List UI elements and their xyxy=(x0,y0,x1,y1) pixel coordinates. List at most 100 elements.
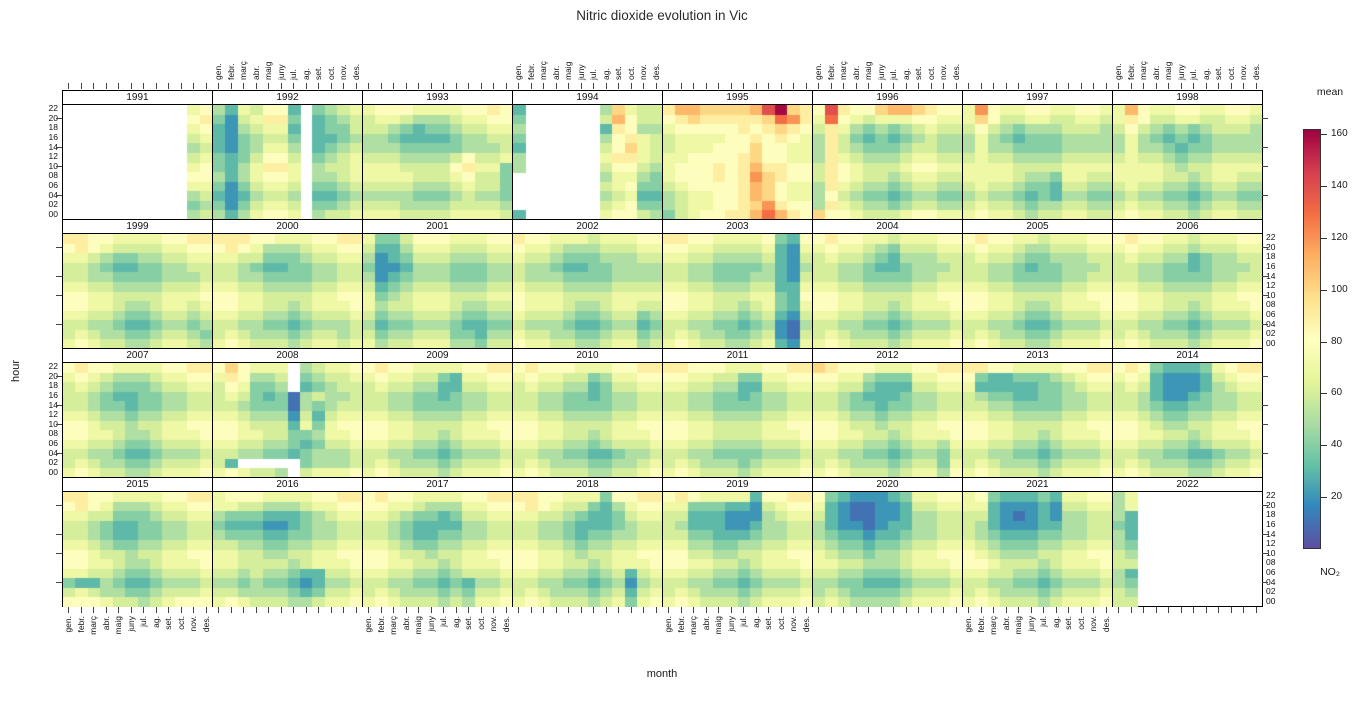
month-tick-bottom xyxy=(1193,607,1195,613)
month-tick-top xyxy=(1105,83,1107,89)
month-label-top: oct. xyxy=(625,66,636,80)
month-tick-top xyxy=(968,83,970,89)
panel-2011: 2011 xyxy=(662,348,813,478)
legend-tick-label: 100 xyxy=(1331,283,1348,295)
hour-label: 08 xyxy=(1266,299,1276,310)
month-tick-bottom xyxy=(255,607,257,613)
hour-tick-right xyxy=(1262,505,1268,507)
hour-tick-left xyxy=(56,534,62,536)
month-tick-top xyxy=(1193,83,1195,89)
month-label-bottom: gen. xyxy=(963,616,974,633)
year-strip-2021: 2021 xyxy=(963,478,1112,492)
hour-label: 22 xyxy=(1266,232,1276,243)
hour-label: 06 xyxy=(48,437,58,448)
month-tick-top xyxy=(1243,83,1245,89)
month-tick-bottom xyxy=(393,607,395,613)
heatmap-2020 xyxy=(813,492,962,607)
month-tick-top xyxy=(68,83,70,89)
panel-2020: 2020 xyxy=(812,477,963,607)
month-tick-top xyxy=(580,83,582,89)
panel-1995: 1995 xyxy=(662,90,813,220)
panel-2007: 2007 xyxy=(62,348,213,478)
month-label-top: maig xyxy=(563,61,574,80)
month-tick-top xyxy=(955,83,957,89)
month-tick-bottom xyxy=(318,607,320,613)
legend-tick xyxy=(1321,445,1327,447)
hour-label: 08 xyxy=(48,428,58,439)
month-tick-top xyxy=(518,83,520,89)
hour-label: 16 xyxy=(48,132,58,143)
month-label-bottom: maig xyxy=(713,616,724,635)
month-tick-top xyxy=(718,83,720,89)
month-tick-top xyxy=(118,83,120,89)
hour-label: 00 xyxy=(1266,337,1276,348)
month-tick-bottom xyxy=(1005,607,1007,613)
year-strip-2022: 2022 xyxy=(1113,478,1262,492)
month-label-bottom: jul. xyxy=(738,616,749,627)
month-tick-top xyxy=(1255,83,1257,89)
panel-2022: 2022 xyxy=(1112,477,1263,607)
month-label-bottom: des. xyxy=(1100,616,1111,633)
month-label-top: jul. xyxy=(288,69,299,80)
month-tick-bottom xyxy=(505,607,507,613)
month-tick-bottom xyxy=(1205,607,1207,613)
month-label-top: febr. xyxy=(225,63,236,80)
month-tick-bottom xyxy=(1055,607,1057,613)
month-label-bottom: febr. xyxy=(75,616,86,633)
month-tick-top xyxy=(655,83,657,89)
month-label-top: jul. xyxy=(588,69,599,80)
hour-tick-right xyxy=(1262,405,1268,407)
month-tick-bottom xyxy=(818,607,820,613)
hour-tick-left xyxy=(56,582,62,584)
month-label-top: abr. xyxy=(250,65,261,80)
month-label-top: gen. xyxy=(1113,63,1124,80)
month-label-bottom: set. xyxy=(463,616,474,630)
panel-2005: 2005 xyxy=(962,219,1113,349)
month-label-bottom: juny xyxy=(725,616,736,632)
month-tick-top xyxy=(693,83,695,89)
hour-tick-right xyxy=(1262,453,1268,455)
heatmap-2002 xyxy=(513,234,662,349)
month-label-bottom: juny xyxy=(125,616,136,632)
month-tick-bottom xyxy=(680,607,682,613)
month-tick-top xyxy=(1093,83,1095,89)
month-tick-top xyxy=(830,83,832,89)
month-label-bottom: nov. xyxy=(1088,616,1099,632)
month-tick-bottom xyxy=(743,607,745,613)
legend-tick xyxy=(1321,134,1327,136)
month-label-top: juny xyxy=(575,64,586,80)
year-strip-2006: 2006 xyxy=(1113,220,1262,234)
month-label-bottom: set. xyxy=(1063,616,1074,630)
month-tick-top xyxy=(555,83,557,89)
month-tick-top xyxy=(143,83,145,89)
hour-label: 04 xyxy=(1266,576,1276,587)
month-tick-top xyxy=(1043,83,1045,89)
y-axis-caption: hour xyxy=(10,359,22,382)
legend-tick-label: 20 xyxy=(1331,491,1343,503)
month-tick-bottom xyxy=(380,607,382,613)
hour-label: 12 xyxy=(48,409,58,420)
month-tick-top xyxy=(430,83,432,89)
hour-label: 18 xyxy=(1266,251,1276,262)
month-tick-top xyxy=(168,83,170,89)
hour-tick-right xyxy=(1262,324,1268,326)
hour-label: 22 xyxy=(48,361,58,372)
month-tick-top xyxy=(418,83,420,89)
month-tick-top xyxy=(905,83,907,89)
legend-tick xyxy=(1321,497,1327,499)
heatmap-2010 xyxy=(513,363,662,478)
hour-tick-left xyxy=(56,453,62,455)
month-label-top: juny xyxy=(275,64,286,80)
panel-1994: 1994 xyxy=(512,90,663,220)
heatmap-2007 xyxy=(63,363,212,478)
month-label-bottom: oct. xyxy=(775,616,786,630)
month-label-bottom: nov. xyxy=(488,616,499,632)
month-tick-bottom xyxy=(905,607,907,613)
panel-1992: 1992 xyxy=(212,90,363,220)
month-tick-bottom xyxy=(693,607,695,613)
month-tick-bottom xyxy=(755,607,757,613)
month-tick-bottom xyxy=(1243,607,1245,613)
month-label-top: maig xyxy=(1163,61,1174,80)
hour-tick-left xyxy=(56,295,62,297)
hour-label: 12 xyxy=(1266,538,1276,549)
